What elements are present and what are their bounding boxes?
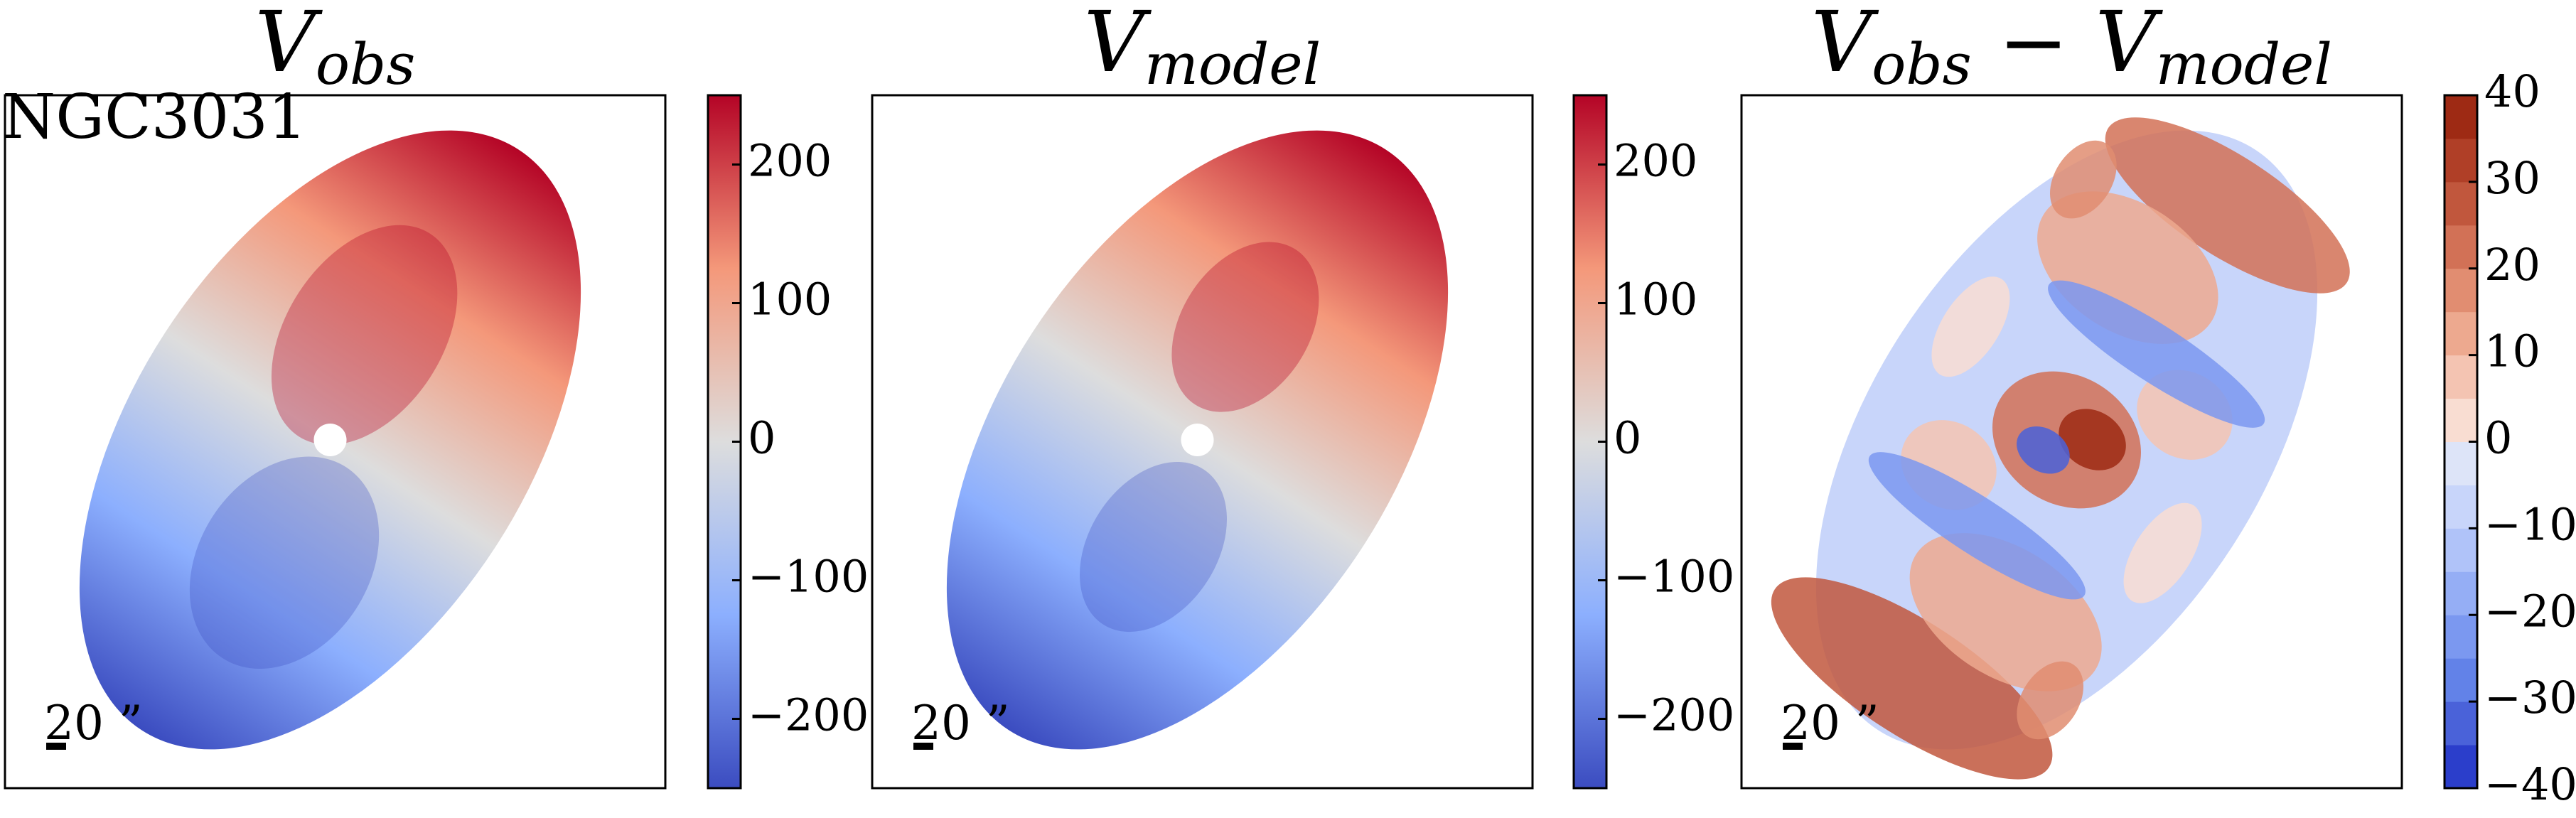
colorbar-level	[2444, 398, 2477, 442]
colorbar-tick-label: −200	[748, 689, 869, 741]
galaxy-disk	[79, 130, 581, 750]
colorbar-level	[2444, 701, 2477, 746]
colorbar-tick-label: 100	[748, 274, 832, 325]
colorbar-level	[2444, 95, 2477, 139]
title-part: obs	[1872, 31, 1971, 97]
residual-patch	[1868, 452, 2086, 600]
colorbar-tick-label: −30	[2484, 672, 2576, 723]
title-part: V	[1811, 0, 1879, 91]
residual-patch	[2105, 117, 2350, 294]
map-frame	[1740, 94, 2403, 790]
colorbar-tick-label: 40	[2484, 65, 2540, 117]
residual-patch	[2017, 661, 2084, 740]
scale-bar	[913, 743, 933, 750]
center-hole	[313, 424, 347, 456]
center-hole	[1181, 424, 1214, 456]
colorbar-level	[2444, 485, 2477, 529]
colorbar-tick-label: 0	[2484, 412, 2512, 464]
map-frame	[871, 94, 1534, 790]
colorbar-tick-label: 200	[748, 135, 832, 187]
residual-patch	[2017, 426, 2070, 474]
colorbar-level	[2444, 355, 2477, 399]
galaxy-disk	[1771, 117, 2350, 780]
title-part: −	[1972, 0, 2095, 91]
disk-texture	[271, 225, 458, 446]
colorbar-level	[2444, 615, 2477, 659]
colorbar-tick-label: 0	[1614, 412, 1641, 464]
title-part: obs	[316, 31, 415, 97]
panel-title: Vmodel	[1084, 0, 1321, 97]
residual-patch	[1771, 577, 2053, 780]
title-part: model	[1144, 31, 1321, 97]
panel-title: Vobs	[255, 0, 416, 97]
colorbar-level	[2444, 441, 2477, 485]
residual-patch	[2048, 280, 2265, 428]
scale-label: 20 ”	[1781, 696, 1879, 750]
colorbar-level	[2444, 225, 2477, 269]
title-part: V	[1084, 0, 1152, 91]
colorbar-tick-label: 30	[2484, 152, 2540, 204]
title-part: V	[255, 0, 323, 91]
scale-label: 20 ”	[911, 696, 1010, 750]
galaxy-name: NGC3031	[2, 82, 307, 153]
colorbar-level	[2444, 571, 2477, 615]
galaxy-disk	[946, 130, 1449, 750]
title-part: V	[2095, 0, 2164, 91]
residual-patch	[2059, 409, 2126, 470]
colorbar-tick-label: −10	[2484, 498, 2576, 550]
colorbar-tick-label: −20	[2484, 585, 2576, 637]
residual-patch	[2123, 502, 2202, 603]
title-part: model	[2156, 31, 2332, 97]
colorbar-tick-label: −100	[748, 551, 869, 603]
map-frame	[4, 94, 667, 790]
residual-patch	[2049, 140, 2117, 219]
colorbar-level	[2444, 268, 2477, 313]
colorbar-level	[2444, 528, 2477, 572]
residual-patch	[1931, 276, 2010, 377]
disk-texture	[1171, 242, 1319, 412]
colorbar-level	[2444, 658, 2477, 702]
colorbar-tick-label: −100	[1614, 551, 1734, 603]
disk-texture	[1080, 461, 1228, 633]
scale-bar	[1783, 743, 1803, 750]
colorbar-tick-label: 10	[2484, 325, 2540, 377]
colorbar-tick-label: −40	[2484, 758, 2576, 810]
colorbar-tick-label: 200	[1614, 135, 1697, 187]
colorbar-tick-label: −200	[1614, 689, 1734, 741]
colorbar-tick-label: 100	[1614, 274, 1697, 325]
colorbar-level	[2444, 745, 2477, 789]
scale-label: 20 ”	[44, 696, 143, 750]
scale-bar	[46, 743, 66, 750]
panel-title: Vobs − Vmodel	[1811, 0, 2332, 97]
disk-texture	[189, 456, 380, 669]
panel: Vobs − Vmodel 20 ” −40 −30 −20 −10 0 10 20 30 40	[1740, 0, 2576, 810]
colorbar-tick-label: 20	[2484, 239, 2540, 291]
panel: Vmodel 20 ” −200 −100 0 100 200	[871, 0, 1734, 790]
colorbar-tick-label: 0	[748, 412, 776, 464]
colorbar-level	[2444, 311, 2477, 356]
colorbar-level	[2444, 181, 2477, 226]
colorbar-level	[2444, 138, 2477, 183]
